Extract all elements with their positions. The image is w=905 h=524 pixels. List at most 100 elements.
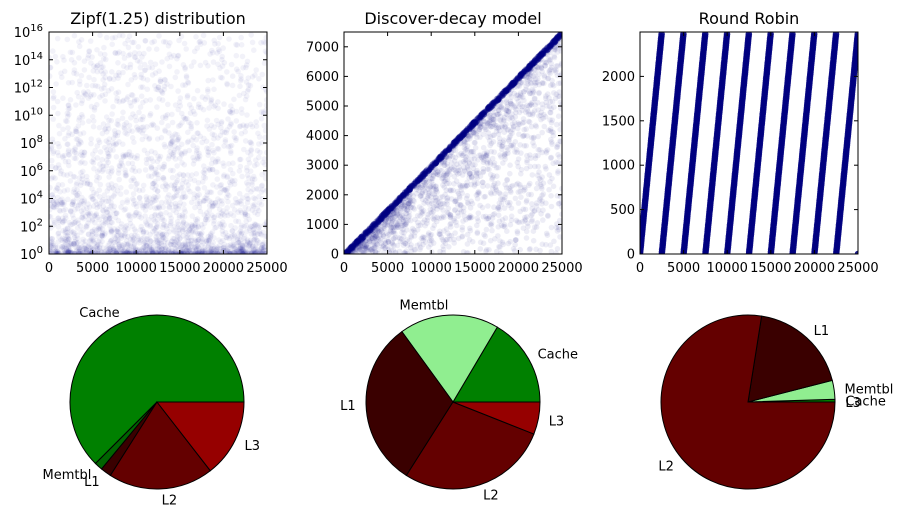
zipf-point	[110, 76, 117, 83]
zipf-point	[244, 250, 251, 254]
discover-decay-point	[545, 91, 551, 97]
zipf-point	[167, 148, 173, 155]
zipf-point	[103, 251, 109, 254]
zipf-point	[93, 250, 100, 254]
zipf-point	[103, 198, 109, 205]
zipf-point	[70, 215, 77, 222]
zipf-point	[234, 42, 240, 48]
discover-decay-point	[408, 234, 415, 240]
zipf-point	[122, 234, 128, 240]
zipf-point	[90, 238, 97, 245]
zipf-point	[192, 247, 199, 254]
zipf-point	[56, 122, 62, 129]
zipf-point	[252, 222, 258, 228]
zipf-point	[59, 201, 66, 208]
zipf-point	[65, 158, 72, 165]
zipf-point	[99, 238, 105, 245]
zipf-point	[123, 189, 130, 195]
zipf-point	[104, 219, 111, 225]
zipf-point	[99, 231, 105, 237]
discover-decay-point	[517, 94, 523, 100]
zipf-point	[177, 235, 183, 241]
zipf-point	[194, 250, 201, 254]
zipf-point	[187, 176, 193, 183]
zipf-point	[217, 65, 223, 71]
zipf-point	[191, 59, 197, 65]
zipf-point	[153, 230, 159, 237]
zipf-y-tick-base: 10	[20, 248, 37, 263]
discover-decay-point	[535, 152, 541, 159]
zipf-point	[193, 248, 199, 254]
zipf-point	[168, 215, 174, 222]
zipf-point	[65, 132, 72, 139]
zipf-point	[155, 203, 162, 210]
zipf-point	[183, 248, 190, 254]
zipf-point	[206, 207, 213, 214]
zipf-point	[100, 251, 107, 254]
zipf-point	[131, 251, 137, 254]
discover-decay-point	[484, 183, 491, 189]
zipf-point	[248, 250, 254, 254]
zipf-point	[215, 61, 221, 68]
zipf-point	[237, 245, 244, 251]
zipf-point	[215, 158, 221, 165]
zipf-point	[257, 223, 263, 229]
zipf-point	[192, 222, 198, 229]
zipf-point	[123, 172, 130, 178]
zipf-point	[195, 154, 201, 160]
zipf-point	[186, 241, 192, 248]
zipf-point	[263, 149, 267, 156]
zipf-point	[246, 242, 253, 249]
zipf-point	[197, 133, 204, 140]
zipf-point	[59, 215, 66, 221]
zipf-point	[185, 172, 191, 178]
zipf-point	[64, 110, 71, 117]
zipf-point	[103, 163, 110, 169]
zipf-point	[95, 251, 102, 254]
zipf-point	[203, 251, 209, 254]
discover-decay-point	[497, 117, 504, 123]
zipf-point	[143, 97, 149, 104]
zipf-point	[119, 232, 125, 239]
zipf-point	[120, 50, 126, 57]
zipf-point	[121, 241, 128, 247]
zipf-point	[152, 227, 158, 233]
zipf-point	[129, 167, 135, 173]
zipf-point	[72, 243, 78, 250]
zipf-point	[230, 160, 236, 166]
zipf-point	[61, 245, 67, 251]
zipf-point	[120, 32, 126, 39]
zipf-point	[149, 248, 156, 254]
zipf-point	[78, 179, 85, 186]
zipf-point	[191, 157, 198, 164]
zipf-point	[171, 143, 178, 149]
zipf-point	[169, 238, 175, 244]
zipf-point	[199, 230, 205, 236]
zipf-point	[208, 230, 214, 237]
zipf-point	[85, 244, 92, 250]
zipf-point	[206, 165, 212, 172]
zipf-point	[226, 251, 233, 254]
zipf-point	[67, 171, 74, 177]
zipf-point	[177, 95, 184, 101]
zipf-point	[127, 154, 134, 160]
zipf-point	[171, 228, 178, 235]
zipf-point	[172, 251, 178, 254]
zipf-point	[254, 211, 261, 218]
zipf-point	[237, 77, 244, 84]
discover-decay-point	[537, 112, 544, 119]
discover-decay-point	[527, 111, 534, 118]
zipf-point	[69, 131, 75, 138]
zipf-point	[221, 245, 227, 251]
zipf-point	[185, 238, 192, 245]
zipf-point	[88, 60, 94, 66]
zipf-point	[131, 250, 137, 254]
zipf-point	[197, 62, 204, 69]
zipf-point	[61, 250, 67, 254]
zipf-point	[132, 113, 139, 120]
zipf-point	[111, 128, 118, 134]
zipf-point	[104, 34, 110, 41]
zipf-point	[227, 248, 233, 254]
zipf-point	[214, 246, 220, 253]
zipf-point	[176, 212, 183, 219]
